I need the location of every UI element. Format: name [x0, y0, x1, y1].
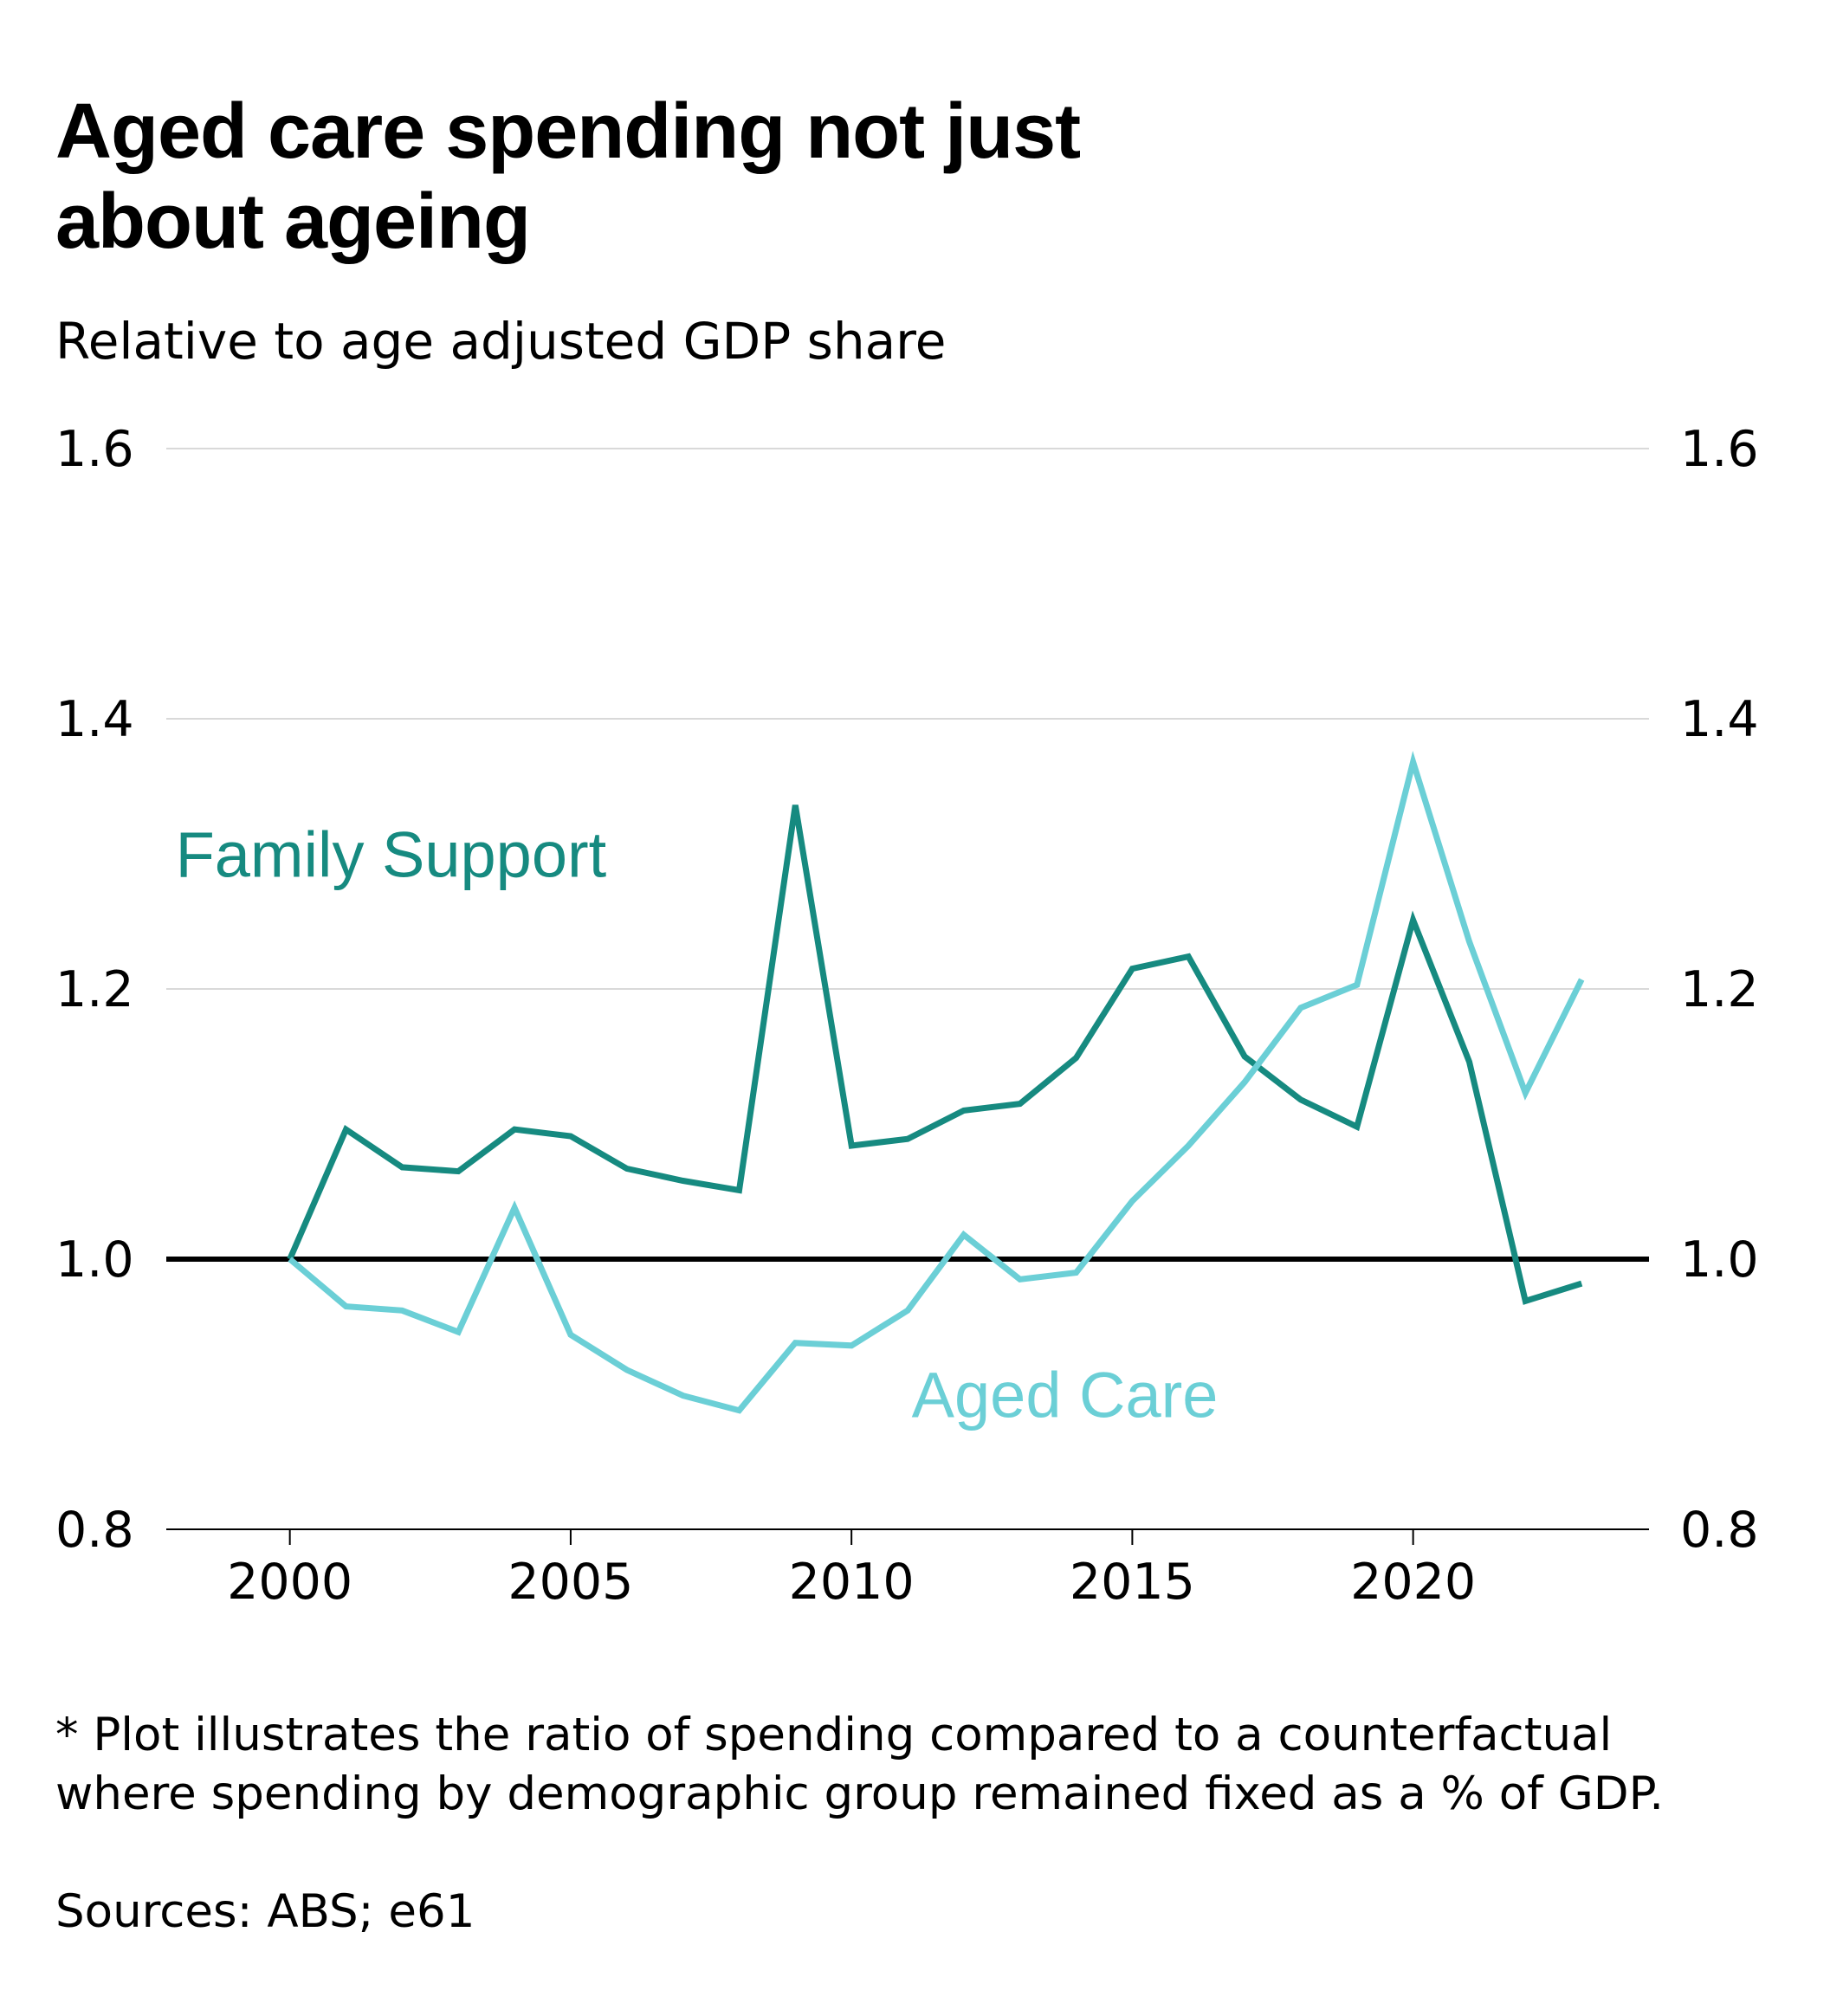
y-tick-label-left: 0.8 — [55, 1502, 134, 1559]
y-tick-label-right: 1.6 — [1680, 421, 1759, 478]
y-tick-label-left: 1.6 — [55, 421, 134, 478]
y-tick-label-left: 1.0 — [55, 1231, 134, 1289]
x-tick-label: 2010 — [789, 1554, 915, 1611]
x-tick-label: 2020 — [1350, 1554, 1476, 1611]
series-line-family-support — [287, 804, 1583, 1305]
series-labels: Family Support Aged Care — [176, 819, 1219, 1431]
y-tick-label-right: 0.8 — [1680, 1502, 1759, 1559]
y-tick-label-right: 1.2 — [1680, 961, 1759, 1018]
chart-title: Aged care spending not just about ageing — [55, 88, 1081, 265]
series-label-family-support: Family Support — [176, 819, 607, 891]
series-line-aged-care — [288, 751, 1585, 1414]
source-note: Sources: ABS; e61 — [55, 1885, 475, 1938]
series-lines — [287, 751, 1585, 1414]
y-tick-label-left: 1.2 — [55, 961, 134, 1018]
axes: 0.8 0.8 1.0 1.0 1.2 1.2 1.4 1.4 1.6 1.6 2000 2005 20… — [55, 421, 1759, 1611]
gridlines — [166, 448, 1649, 990]
y-tick-label-right: 1.0 — [1680, 1231, 1759, 1289]
series-label-aged-care: Aged Care — [912, 1360, 1219, 1431]
y-tick-label-right: 1.4 — [1680, 691, 1759, 748]
y-tick-label-left: 1.4 — [55, 691, 134, 748]
x-tick-label: 2015 — [1070, 1554, 1195, 1611]
footnote: * Plot illustrates the ratio of spending… — [55, 1709, 1665, 1820]
x-tick-label: 2005 — [508, 1554, 633, 1611]
chart-subtitle: Relative to age adjusted GDP share — [55, 312, 947, 371]
x-tick-label: 2000 — [227, 1554, 352, 1611]
